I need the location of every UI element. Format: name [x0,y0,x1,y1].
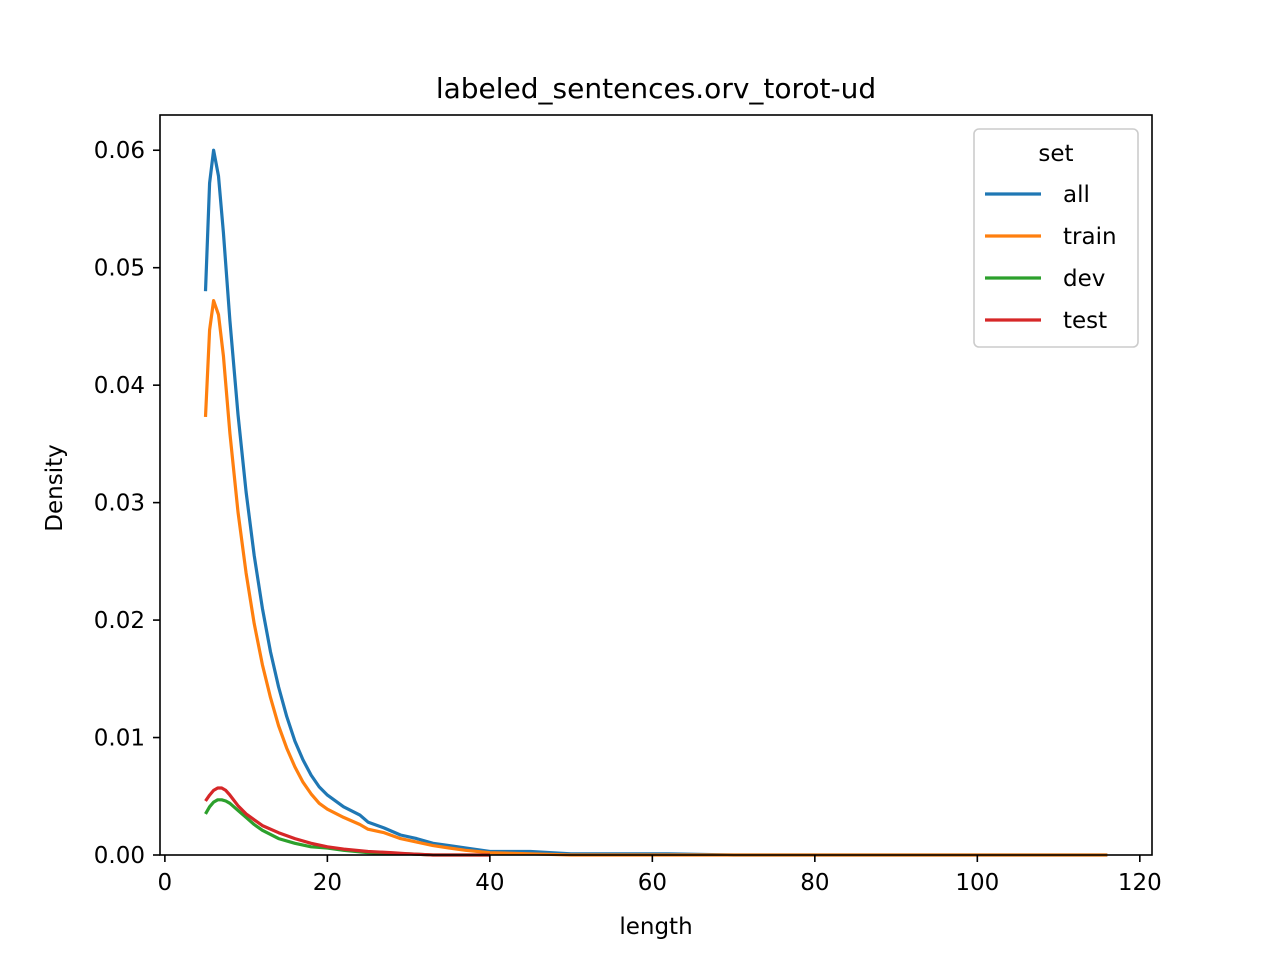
plot-frame [159,114,1153,856]
legend-label-test: test [1063,308,1107,334]
legend-box [973,128,1139,348]
x-axis-label: length [619,914,692,940]
y-tick-label: 0.00 [94,843,145,869]
x-tick-label: 20 [313,870,342,896]
y-tick-label: 0.04 [94,373,145,399]
y-tick-label: 0.02 [94,608,145,634]
x-tick-label: 60 [638,870,667,896]
y-axis-label: Density [42,444,68,531]
legend-title: set [1038,141,1073,167]
x-tick-label: 0 [158,870,173,896]
x-tick-label: 100 [955,870,999,896]
y-tick-label: 0.06 [94,138,145,164]
y-tick-label: 0.01 [94,726,145,752]
y-tick-label: 0.05 [94,256,145,282]
x-axis: 0 20 40 60 80 100 120 [158,855,1162,896]
legend-label-train: train [1063,224,1117,250]
x-tick-label: 80 [800,870,829,896]
y-tick-label: 0.03 [94,491,145,517]
x-tick-label: 120 [1118,870,1162,896]
legend-label-dev: dev [1063,266,1105,292]
series-line-test [204,786,490,857]
legend: set all train dev test [973,128,1139,348]
y-axis: 0.00 0.01 0.02 0.03 0.04 0.05 0.06 [94,138,160,869]
chart-title: labeled_sentences.orv_torot-ud [436,72,876,105]
legend-label-all: all [1063,182,1090,208]
x-tick-label: 40 [475,870,504,896]
